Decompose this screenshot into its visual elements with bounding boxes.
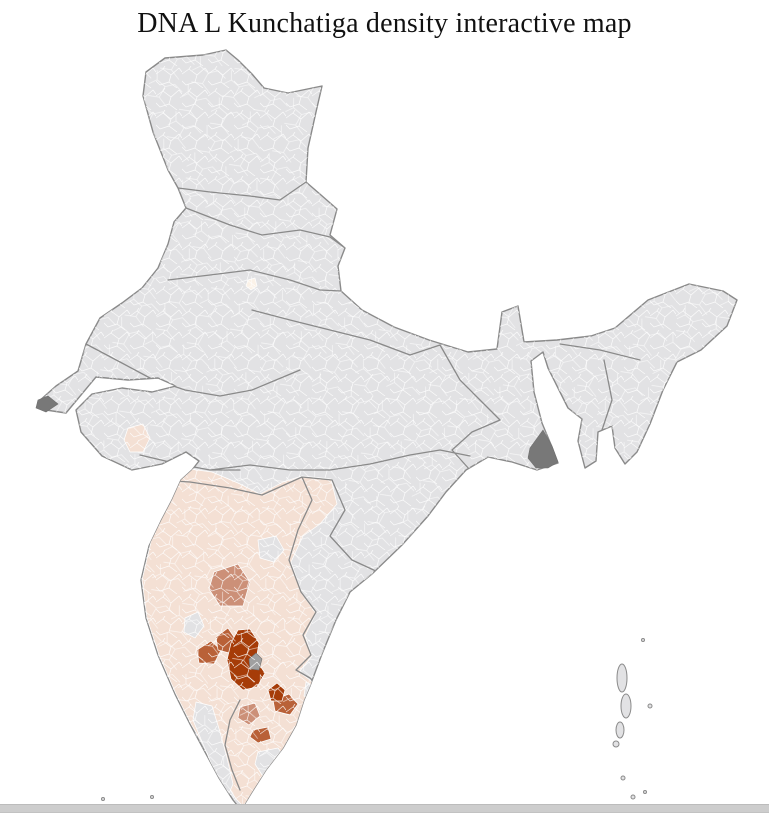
island[interactable] — [101, 797, 105, 801]
island[interactable] — [150, 795, 154, 799]
island[interactable] — [643, 790, 647, 794]
island[interactable] — [620, 693, 632, 719]
island[interactable] — [641, 638, 645, 642]
island[interactable] — [615, 721, 625, 739]
page-title: DNA L Kunchatiga density interactive map — [137, 8, 632, 39]
delta-dark-patch — [527, 429, 559, 469]
island[interactable] — [630, 794, 636, 800]
kutch-dark-tip — [35, 395, 59, 413]
island[interactable] — [620, 775, 626, 781]
horizontal-scrollbar[interactable] — [0, 804, 769, 813]
lakshadweep-islands[interactable] — [101, 795, 154, 801]
island[interactable] — [612, 740, 620, 748]
state-borders — [85, 181, 641, 791]
island[interactable] — [647, 703, 653, 709]
island[interactable] — [616, 663, 628, 693]
andaman-islands[interactable] — [612, 638, 653, 813]
